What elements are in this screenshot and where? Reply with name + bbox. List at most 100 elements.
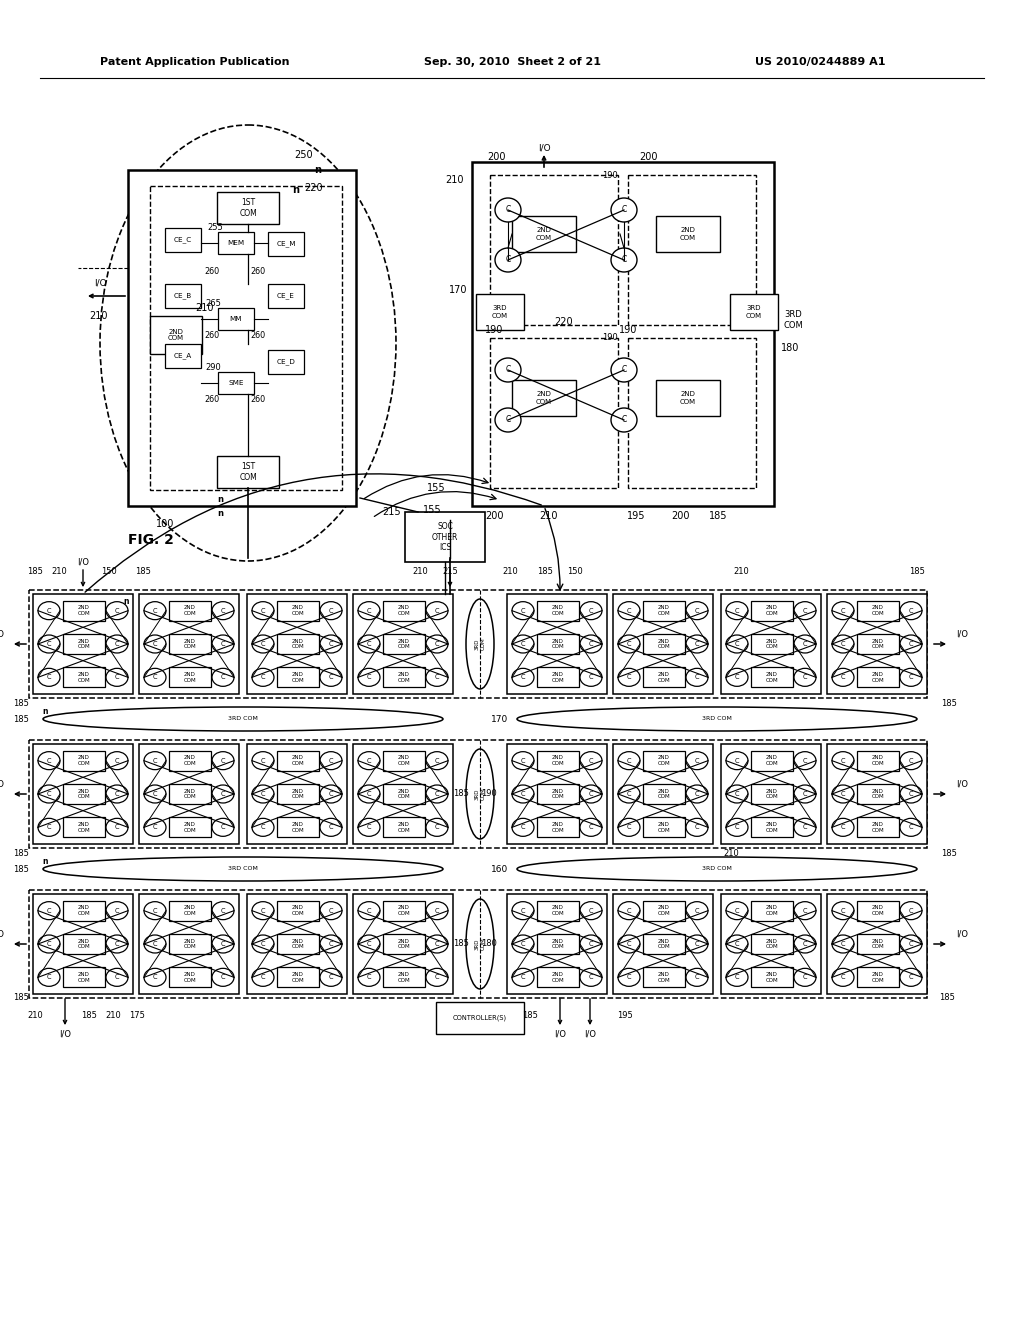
Text: C: C	[520, 758, 525, 764]
Text: C: C	[734, 675, 739, 680]
Ellipse shape	[252, 818, 274, 837]
Bar	[128, 170, 356, 506]
Text: C: C	[434, 791, 439, 797]
Ellipse shape	[831, 902, 854, 920]
Text: C: C	[627, 675, 632, 680]
Text: 190: 190	[602, 334, 618, 342]
Ellipse shape	[252, 751, 274, 770]
Bar	[406, 512, 485, 562]
Ellipse shape	[466, 899, 494, 989]
Text: 170: 170	[492, 714, 509, 723]
Text: 3RD
COM: 3RD COM	[492, 305, 508, 318]
Text: 2ND
COM: 2ND COM	[78, 822, 90, 833]
Text: 2ND
COM: 2ND COM	[871, 939, 885, 949]
Text: CE_M: CE_M	[276, 240, 296, 247]
Bar	[383, 751, 425, 771]
Text: 2ND
COM: 2ND COM	[680, 392, 696, 404]
Text: C: C	[803, 607, 807, 614]
Ellipse shape	[580, 785, 602, 803]
Bar	[165, 345, 201, 368]
Text: C: C	[153, 675, 158, 680]
Ellipse shape	[618, 668, 640, 686]
Text: 210: 210	[723, 849, 739, 858]
Text: 2ND
COM: 2ND COM	[397, 822, 411, 833]
Text: C: C	[434, 974, 439, 981]
Ellipse shape	[319, 935, 342, 953]
Bar	[751, 751, 793, 771]
Ellipse shape	[580, 751, 602, 770]
Text: C: C	[520, 974, 525, 981]
Text: C: C	[734, 824, 739, 830]
Text: 2ND
COM: 2ND COM	[871, 672, 885, 682]
Text: 2ND
COM: 2ND COM	[552, 788, 564, 800]
Text: C: C	[841, 758, 846, 764]
Ellipse shape	[686, 935, 708, 953]
Text: 3RD
COM: 3RD COM	[474, 638, 485, 651]
Ellipse shape	[426, 902, 449, 920]
Ellipse shape	[495, 248, 521, 272]
Text: 210: 210	[444, 176, 463, 185]
Text: 150: 150	[101, 568, 117, 577]
Ellipse shape	[512, 668, 534, 686]
Text: C: C	[153, 908, 158, 913]
Text: C: C	[434, 758, 439, 764]
Ellipse shape	[358, 785, 380, 803]
Text: C: C	[908, 974, 913, 981]
Ellipse shape	[517, 857, 918, 880]
Bar	[169, 784, 211, 804]
Text: 2ND
COM: 2ND COM	[292, 972, 304, 982]
Ellipse shape	[580, 818, 602, 837]
Bar	[537, 784, 579, 804]
Text: 2ND
COM: 2ND COM	[766, 672, 778, 682]
Text: 2ND
COM: 2ND COM	[552, 972, 564, 982]
Text: C: C	[520, 791, 525, 797]
Bar	[165, 284, 201, 308]
Ellipse shape	[38, 969, 60, 986]
Ellipse shape	[38, 602, 60, 619]
Text: 210: 210	[502, 568, 518, 577]
Ellipse shape	[686, 602, 708, 619]
Bar	[268, 284, 304, 308]
Ellipse shape	[319, 785, 342, 803]
Text: C: C	[694, 941, 699, 946]
Text: 2ND
COM: 2ND COM	[78, 788, 90, 800]
Text: C: C	[506, 416, 511, 425]
Text: FIG. 2: FIG. 2	[128, 533, 174, 546]
Text: C: C	[803, 941, 807, 946]
Text: C: C	[589, 908, 593, 913]
Bar	[613, 594, 713, 694]
Text: C: C	[627, 758, 632, 764]
Text: 170: 170	[449, 285, 467, 294]
Bar	[353, 744, 453, 843]
Text: C: C	[841, 642, 846, 647]
Text: C: C	[589, 607, 593, 614]
Text: 2ND
COM: 2ND COM	[657, 972, 671, 982]
Text: 2ND
COM: 2ND COM	[397, 639, 411, 649]
Text: 210: 210	[412, 568, 428, 577]
Ellipse shape	[252, 635, 274, 653]
Text: C: C	[261, 974, 265, 981]
Text: C: C	[627, 974, 632, 981]
Text: C: C	[589, 642, 593, 647]
Bar	[643, 668, 685, 688]
Ellipse shape	[495, 358, 521, 381]
Text: C: C	[734, 642, 739, 647]
Ellipse shape	[466, 748, 494, 840]
Text: 185: 185	[13, 698, 29, 708]
Text: n: n	[217, 495, 223, 504]
Bar	[490, 338, 618, 488]
Text: 2ND
COM: 2ND COM	[183, 822, 197, 833]
Text: C: C	[367, 675, 372, 680]
Bar	[63, 935, 105, 954]
Text: 2ND
COM: 2ND COM	[78, 906, 90, 916]
Text: 260: 260	[251, 331, 265, 341]
Bar	[383, 634, 425, 653]
Text: C: C	[734, 791, 739, 797]
Bar	[643, 634, 685, 653]
Text: 155: 155	[423, 506, 441, 515]
Bar	[33, 894, 133, 994]
Text: CE_C: CE_C	[174, 236, 193, 243]
Bar	[63, 817, 105, 837]
Ellipse shape	[106, 602, 128, 619]
Text: C: C	[261, 824, 265, 830]
